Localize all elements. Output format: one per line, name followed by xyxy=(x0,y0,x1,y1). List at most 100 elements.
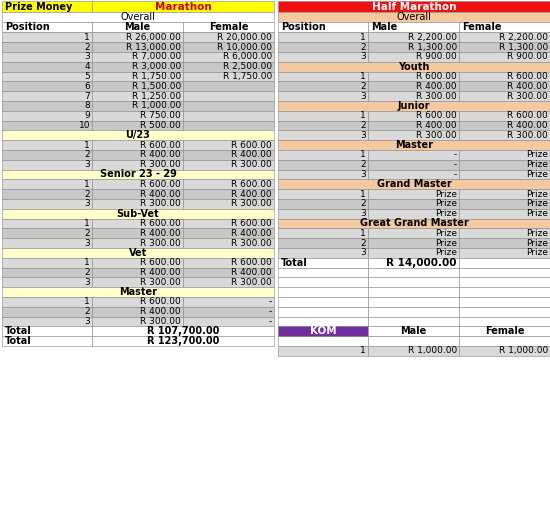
Text: R 26,000.00: R 26,000.00 xyxy=(126,33,181,42)
Bar xyxy=(278,1,550,12)
Text: 2: 2 xyxy=(84,268,90,277)
Bar xyxy=(92,336,274,346)
Bar xyxy=(368,72,459,81)
Text: R 900.00: R 900.00 xyxy=(507,52,548,61)
Text: Vet: Vet xyxy=(129,248,147,258)
Bar xyxy=(278,297,368,307)
Text: 1: 1 xyxy=(360,150,366,159)
Text: R 6,000.00: R 6,000.00 xyxy=(223,52,272,61)
Bar xyxy=(183,199,274,208)
Text: R 400.00: R 400.00 xyxy=(140,268,181,277)
Text: Female: Female xyxy=(209,22,248,32)
Bar xyxy=(368,208,459,219)
Bar xyxy=(2,150,92,160)
Bar xyxy=(183,238,274,248)
Bar xyxy=(278,179,550,189)
Bar xyxy=(183,189,274,199)
Text: R 600.00: R 600.00 xyxy=(507,111,548,120)
Text: Prize: Prize xyxy=(435,190,457,198)
Text: 1: 1 xyxy=(84,180,90,189)
Bar xyxy=(2,327,92,336)
Bar xyxy=(183,111,274,121)
Bar xyxy=(278,267,368,277)
Text: R 600.00: R 600.00 xyxy=(231,141,272,150)
Text: 1: 1 xyxy=(84,258,90,267)
Bar xyxy=(2,228,92,238)
Text: R 400.00: R 400.00 xyxy=(232,150,272,159)
Bar xyxy=(183,72,274,81)
Text: 1: 1 xyxy=(360,111,366,120)
Bar xyxy=(459,189,550,199)
Bar xyxy=(2,258,92,267)
Bar xyxy=(2,170,274,179)
Text: 9: 9 xyxy=(84,111,90,120)
Bar xyxy=(278,307,368,316)
Text: Marathon: Marathon xyxy=(155,2,211,12)
Bar xyxy=(459,238,550,248)
Text: R 300.00: R 300.00 xyxy=(507,91,548,101)
Bar xyxy=(2,307,92,316)
Bar xyxy=(183,150,274,160)
Text: Great Grand Master: Great Grand Master xyxy=(360,218,469,228)
Bar xyxy=(92,228,183,238)
Bar xyxy=(459,170,550,179)
Text: R 600.00: R 600.00 xyxy=(231,180,272,189)
Bar xyxy=(2,1,92,12)
Text: R 14,000.00: R 14,000.00 xyxy=(387,258,457,268)
Text: 2: 2 xyxy=(84,190,90,198)
Bar xyxy=(92,150,183,160)
Bar xyxy=(368,287,459,297)
Bar xyxy=(92,258,183,267)
Text: -: - xyxy=(269,297,272,306)
Text: R 10,000.00: R 10,000.00 xyxy=(217,42,272,52)
Text: Prize: Prize xyxy=(526,248,548,258)
Bar xyxy=(92,316,183,327)
Bar xyxy=(2,91,92,101)
Text: R 13,000.00: R 13,000.00 xyxy=(126,42,181,52)
Bar xyxy=(2,189,92,199)
Bar xyxy=(183,32,274,42)
Bar xyxy=(459,248,550,258)
Text: -: - xyxy=(454,170,457,179)
Bar xyxy=(459,199,550,208)
Bar xyxy=(459,336,550,346)
Text: R 400.00: R 400.00 xyxy=(232,229,272,238)
Text: 2: 2 xyxy=(360,42,366,52)
Bar xyxy=(368,22,459,32)
Text: R 400.00: R 400.00 xyxy=(232,268,272,277)
Text: Position: Position xyxy=(281,22,326,32)
Text: 2: 2 xyxy=(84,307,90,316)
Text: R 3,000.00: R 3,000.00 xyxy=(132,62,181,71)
Text: Position: Position xyxy=(5,22,50,32)
Bar xyxy=(459,277,550,287)
Text: 2: 2 xyxy=(84,150,90,159)
Bar xyxy=(459,121,550,130)
Bar xyxy=(2,287,274,297)
Bar xyxy=(183,179,274,189)
Bar xyxy=(2,160,92,170)
Bar xyxy=(92,101,183,111)
Text: R 300.00: R 300.00 xyxy=(416,131,457,140)
Text: 1: 1 xyxy=(360,346,366,355)
Text: R 750.00: R 750.00 xyxy=(140,111,181,120)
Bar xyxy=(459,327,550,336)
Text: -: - xyxy=(454,150,457,159)
Text: R 300.00: R 300.00 xyxy=(140,317,181,326)
Text: 6: 6 xyxy=(84,82,90,90)
Bar xyxy=(183,219,274,228)
Bar xyxy=(368,336,459,346)
Bar xyxy=(278,199,368,208)
Text: R 1,000.00: R 1,000.00 xyxy=(499,346,548,355)
Bar xyxy=(2,32,92,42)
Bar xyxy=(2,22,92,32)
Bar xyxy=(459,287,550,297)
Bar xyxy=(368,267,459,277)
Bar xyxy=(92,140,183,150)
Bar xyxy=(183,81,274,91)
Text: Female: Female xyxy=(462,22,502,32)
Text: Total: Total xyxy=(5,336,32,346)
Text: 3: 3 xyxy=(360,170,366,179)
Bar xyxy=(92,121,183,130)
Text: Male: Male xyxy=(400,326,427,336)
Text: R 600.00: R 600.00 xyxy=(231,258,272,267)
